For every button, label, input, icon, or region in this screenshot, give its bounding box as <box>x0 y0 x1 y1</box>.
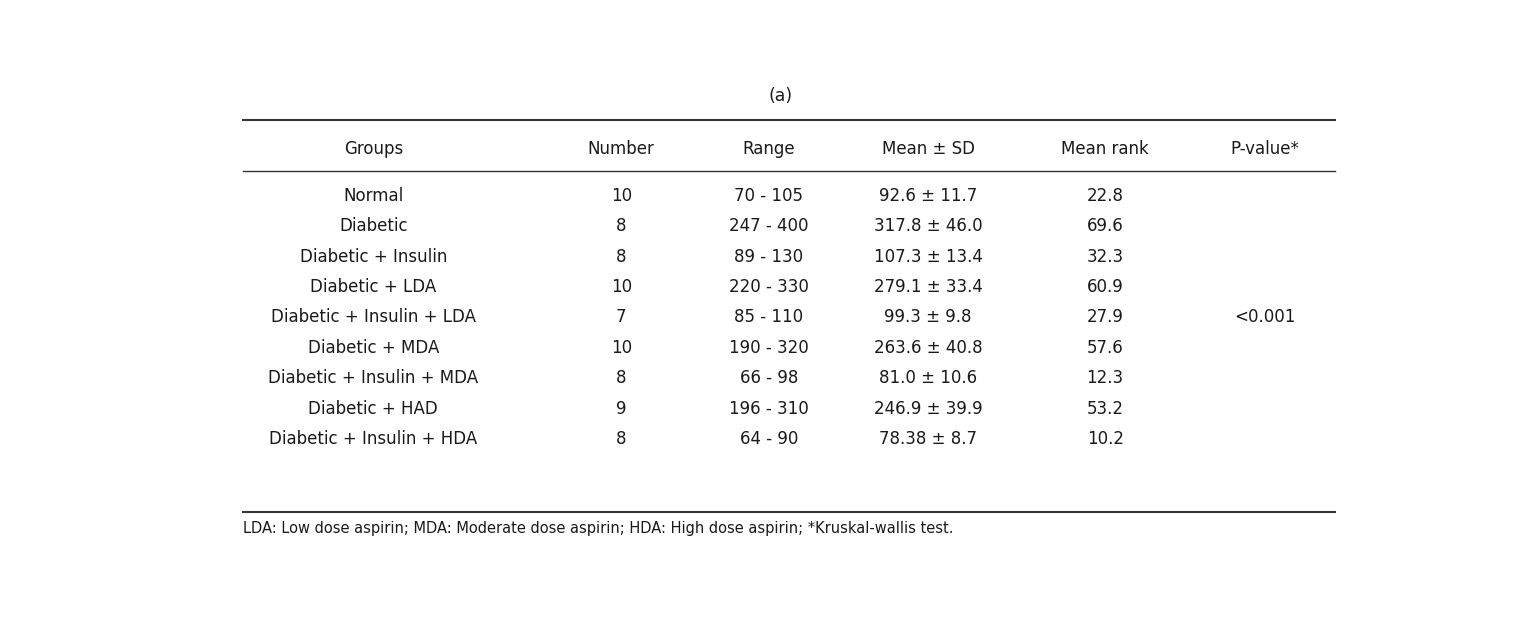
Text: 81.0 ± 10.6: 81.0 ± 10.6 <box>879 369 978 388</box>
Text: 10: 10 <box>611 187 632 204</box>
Text: 32.3: 32.3 <box>1086 247 1124 265</box>
Text: 190 - 320: 190 - 320 <box>730 339 809 357</box>
Text: 196 - 310: 196 - 310 <box>730 400 809 418</box>
Text: Normal: Normal <box>343 187 404 204</box>
Text: 70 - 105: 70 - 105 <box>734 187 803 204</box>
Text: Diabetic + Insulin: Diabetic + Insulin <box>300 247 448 265</box>
Text: 8: 8 <box>615 430 626 449</box>
Text: Range: Range <box>742 140 795 158</box>
Text: 12.3: 12.3 <box>1086 369 1124 388</box>
Text: Diabetic + MDA: Diabetic + MDA <box>308 339 439 357</box>
Text: 10: 10 <box>611 278 632 296</box>
Text: 66 - 98: 66 - 98 <box>740 369 798 388</box>
Text: 53.2: 53.2 <box>1086 400 1124 418</box>
Text: 8: 8 <box>615 247 626 265</box>
Text: Diabetic: Diabetic <box>340 217 408 235</box>
Text: Diabetic + Insulin + HDA: Diabetic + Insulin + HDA <box>270 430 477 449</box>
Text: LDA: Low dose aspirin; MDA: Moderate dose aspirin; HDA: High dose aspirin; *Krus: LDA: Low dose aspirin; MDA: Moderate dos… <box>244 521 953 536</box>
Text: 220 - 330: 220 - 330 <box>730 278 809 296</box>
Text: 64 - 90: 64 - 90 <box>740 430 798 449</box>
Text: 69.6: 69.6 <box>1087 217 1124 235</box>
Text: P-value*: P-value* <box>1231 140 1299 158</box>
Text: Diabetic + Insulin + LDA: Diabetic + Insulin + LDA <box>271 308 475 326</box>
Text: 9: 9 <box>615 400 626 418</box>
Text: 10: 10 <box>611 339 632 357</box>
Text: 22.8: 22.8 <box>1086 187 1124 204</box>
Text: 8: 8 <box>615 369 626 388</box>
Text: Mean ± SD: Mean ± SD <box>882 140 975 158</box>
Text: 279.1 ± 33.4: 279.1 ± 33.4 <box>874 278 982 296</box>
Text: 7: 7 <box>615 308 626 326</box>
Text: 246.9 ± 39.9: 246.9 ± 39.9 <box>874 400 982 418</box>
Text: Groups: Groups <box>344 140 404 158</box>
Text: 10.2: 10.2 <box>1086 430 1124 449</box>
Text: 263.6 ± 40.8: 263.6 ± 40.8 <box>874 339 982 357</box>
Text: 107.3 ± 13.4: 107.3 ± 13.4 <box>874 247 982 265</box>
Text: Diabetic + HAD: Diabetic + HAD <box>309 400 439 418</box>
Text: 99.3 ± 9.8: 99.3 ± 9.8 <box>885 308 972 326</box>
Text: 247 - 400: 247 - 400 <box>730 217 809 235</box>
Text: Number: Number <box>588 140 655 158</box>
Text: 8: 8 <box>615 217 626 235</box>
Text: 60.9: 60.9 <box>1087 278 1124 296</box>
Text: Diabetic + LDA: Diabetic + LDA <box>311 278 437 296</box>
Text: Diabetic + Insulin + MDA: Diabetic + Insulin + MDA <box>268 369 478 388</box>
Text: 89 - 130: 89 - 130 <box>734 247 803 265</box>
Text: Mean rank: Mean rank <box>1062 140 1148 158</box>
Text: 317.8 ± 46.0: 317.8 ± 46.0 <box>874 217 982 235</box>
Text: 78.38 ± 8.7: 78.38 ± 8.7 <box>879 430 978 449</box>
Text: (a): (a) <box>769 87 792 105</box>
Text: <0.001: <0.001 <box>1234 308 1295 326</box>
Text: 27.9: 27.9 <box>1087 308 1124 326</box>
Text: 92.6 ± 11.7: 92.6 ± 11.7 <box>879 187 978 204</box>
Text: 57.6: 57.6 <box>1087 339 1124 357</box>
Text: 85 - 110: 85 - 110 <box>734 308 803 326</box>
